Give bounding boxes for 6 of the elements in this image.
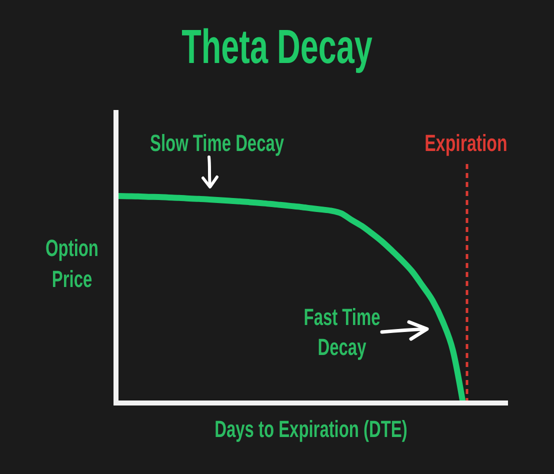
chart-title: Theta Decay	[182, 20, 373, 74]
y-axis-title: Option Price	[46, 236, 98, 293]
x-axis-title: Days to Expiration (DTE)	[214, 417, 408, 443]
annotation: Fast Time Decay	[304, 305, 380, 361]
text: Expiration	[424, 130, 508, 157]
text: Slow Time Decay	[150, 131, 285, 157]
